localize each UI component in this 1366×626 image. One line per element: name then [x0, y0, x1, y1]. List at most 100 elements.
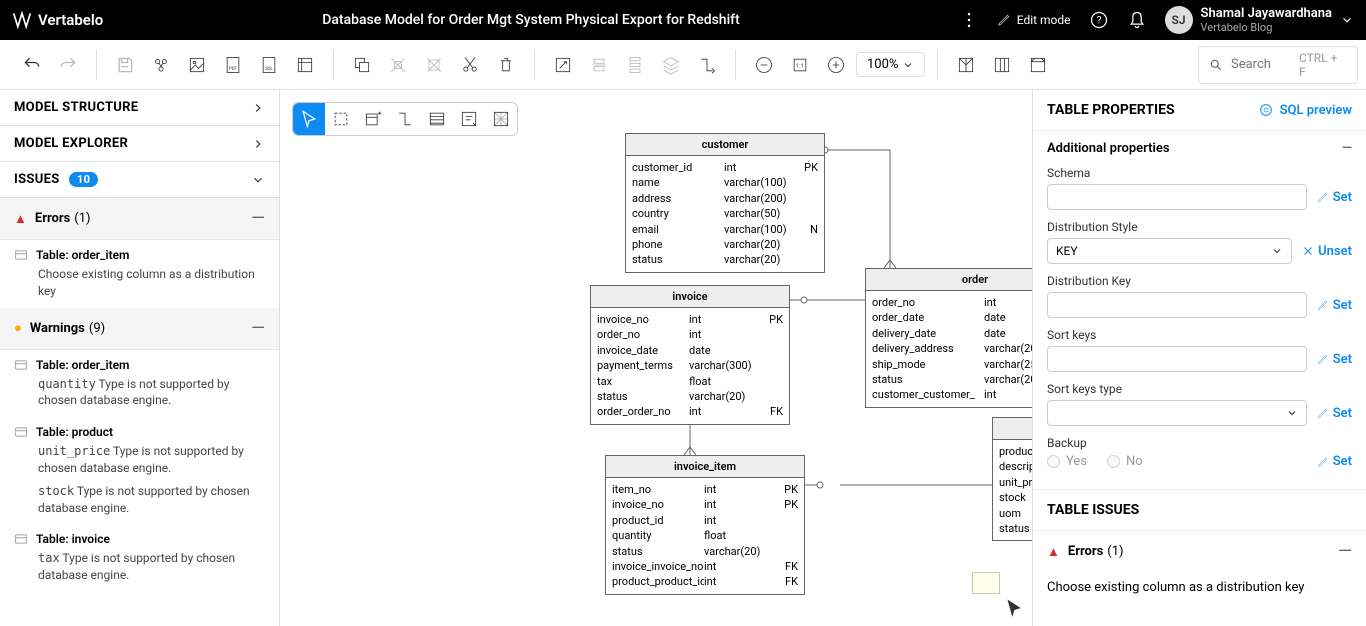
collapse-icon[interactable]: —: [1342, 141, 1352, 156]
image-export-button[interactable]: [181, 49, 213, 81]
zoom-out-button[interactable]: [748, 49, 780, 81]
align-v-button[interactable]: [619, 49, 651, 81]
errors-label: Errors: [1068, 544, 1103, 559]
pencil-icon: [1317, 407, 1329, 419]
zoom-reset-button[interactable]: 1:1: [784, 49, 816, 81]
more-icon[interactable]: [959, 10, 979, 30]
warnings-label: Warnings: [30, 321, 85, 336]
svg-text:SQL: SQL: [265, 67, 273, 72]
set-sort-keys-type-button[interactable]: Set: [1317, 406, 1352, 421]
fit-button[interactable]: [547, 49, 579, 81]
er-table-order[interactable]: orderorder_nointPKorder_datedatedelivery…: [865, 268, 1032, 408]
copy-button[interactable]: [346, 49, 378, 81]
add-reference-tool[interactable]: [389, 103, 421, 135]
er-table-product[interactable]: productproduct_idintPKdescriptionvarchar…: [992, 417, 1032, 541]
pencil-icon: [997, 13, 1011, 27]
pencil-icon: [1317, 353, 1329, 365]
format-1-button[interactable]: [382, 49, 414, 81]
nav-arrow-icon[interactable]: [1004, 598, 1024, 618]
set-sort-keys-button[interactable]: Set: [1317, 352, 1352, 367]
er-column: delivery_addressvarchar(200): [872, 341, 1032, 356]
er-column: order_nointPK: [872, 295, 1032, 310]
view-3-button[interactable]: [1022, 49, 1054, 81]
sort-keys-type-select[interactable]: [1047, 400, 1307, 426]
issues-header[interactable]: ISSUES 10: [0, 162, 279, 197]
view-1-button[interactable]: [950, 49, 982, 81]
issue-item[interactable]: Table: order_item Choose existing column…: [0, 240, 279, 308]
set-dist-key-button[interactable]: Set: [1317, 298, 1352, 313]
format-2-button[interactable]: [418, 49, 450, 81]
backup-no-radio[interactable]: No: [1107, 454, 1143, 469]
cut-button[interactable]: [454, 49, 486, 81]
sql-preview-button[interactable]: SQL preview: [1258, 102, 1352, 118]
add-view-tool[interactable]: [421, 103, 453, 135]
issue-desc: unit_price Type is not supported by chos…: [14, 443, 265, 477]
er-column: customer_customer_intFK: [872, 387, 1032, 402]
er-column: invoice_invoice_nointFK: [612, 559, 798, 574]
pdf-export-button[interactable]: PDF: [217, 49, 249, 81]
search-box[interactable]: CTRL + F: [1198, 46, 1358, 84]
user-menu[interactable]: SJ Shamal Jayawardhana Vertabelo Blog: [1165, 6, 1354, 35]
collapse-icon[interactable]: —: [251, 318, 265, 339]
minimap[interactable]: [972, 572, 1000, 594]
share-button[interactable]: [145, 49, 177, 81]
er-column: addressvarchar(200): [632, 191, 818, 206]
help-icon[interactable]: ?: [1089, 10, 1109, 30]
er-table-customer[interactable]: customercustomer_idintPKnamevarchar(100)…: [625, 133, 825, 273]
search-icon: [1209, 58, 1223, 72]
model-explorer-header[interactable]: MODEL EXPLORER: [0, 126, 279, 161]
zoom-dropdown[interactable]: 100%: [856, 52, 925, 77]
align-h-button[interactable]: [583, 49, 615, 81]
set-backup-button[interactable]: Set: [1317, 454, 1352, 469]
errors-count: (1): [1107, 544, 1123, 559]
delete-button[interactable]: [490, 49, 522, 81]
canvas-toolbar: [292, 102, 518, 136]
schema-label: Schema: [1047, 166, 1352, 180]
add-table-tool[interactable]: [357, 103, 389, 135]
er-column: phonevarchar(20): [632, 237, 818, 252]
xml-export-button[interactable]: [289, 49, 321, 81]
set-schema-button[interactable]: Set: [1317, 190, 1352, 205]
add-note-tool[interactable]: [453, 103, 485, 135]
errors-group-header[interactable]: ▲ Errors (1) —: [0, 198, 279, 240]
layers-button[interactable]: [655, 49, 687, 81]
view-2-button[interactable]: [986, 49, 1018, 81]
collapse-icon[interactable]: —: [1338, 541, 1352, 562]
er-table-invoice_item[interactable]: invoice_itemitem_nointPKinvoice_nointPKp…: [605, 455, 805, 595]
additional-properties-header[interactable]: Additional properties —: [1047, 141, 1352, 156]
issue-item[interactable]: Table: product unit_price Type is not su…: [0, 417, 279, 524]
sort-keys-input[interactable]: [1047, 346, 1307, 372]
redo-button[interactable]: [52, 49, 84, 81]
warnings-group-header[interactable]: ● Warnings (9) —: [0, 308, 279, 350]
edit-mode-button[interactable]: Edit mode: [997, 13, 1071, 27]
canvas[interactable]: customercustomer_idintPKnamevarchar(100)…: [280, 90, 1032, 626]
sql-export-button[interactable]: SQL: [253, 49, 285, 81]
pointer-tool[interactable]: [293, 103, 325, 135]
undo-button[interactable]: [16, 49, 48, 81]
dist-key-input[interactable]: [1047, 292, 1307, 318]
model-structure-header[interactable]: MODEL STRUCTURE: [0, 90, 279, 125]
search-input[interactable]: [1231, 57, 1291, 72]
bell-icon[interactable]: [1127, 10, 1147, 30]
issue-item: Choose existing column as a distribution…: [1033, 572, 1366, 603]
dist-style-select[interactable]: KEY: [1047, 238, 1292, 264]
connector-button[interactable]: [691, 49, 723, 81]
brand-logo[interactable]: Vertabelo: [12, 10, 103, 30]
er-column: statusvarchar(20): [872, 372, 1032, 387]
collapse-icon[interactable]: —: [251, 208, 265, 229]
issue-item[interactable]: Table: invoice tax Type is not supported…: [0, 524, 279, 592]
schema-input[interactable]: [1047, 184, 1307, 210]
right-errors-header[interactable]: ▲ Errors (1) —: [1033, 531, 1366, 572]
er-column: invoice_nointPK: [597, 312, 783, 327]
er-column: order_order_nointFK: [597, 404, 783, 419]
issue-desc: quantity Type is not supported by chosen…: [14, 376, 265, 410]
add-area-tool[interactable]: [485, 103, 517, 135]
er-table-invoice[interactable]: invoiceinvoice_nointPKorder_nointinvoice…: [590, 285, 790, 425]
issue-item[interactable]: Table: order_item quantity Type is not s…: [0, 350, 279, 418]
save-button[interactable]: [109, 49, 141, 81]
zoom-in-button[interactable]: [820, 49, 852, 81]
backup-yes-radio[interactable]: Yes: [1047, 454, 1087, 469]
warning-icon: ●: [14, 320, 22, 336]
marquee-tool[interactable]: [325, 103, 357, 135]
unset-dist-style-button[interactable]: Unset: [1302, 244, 1352, 259]
